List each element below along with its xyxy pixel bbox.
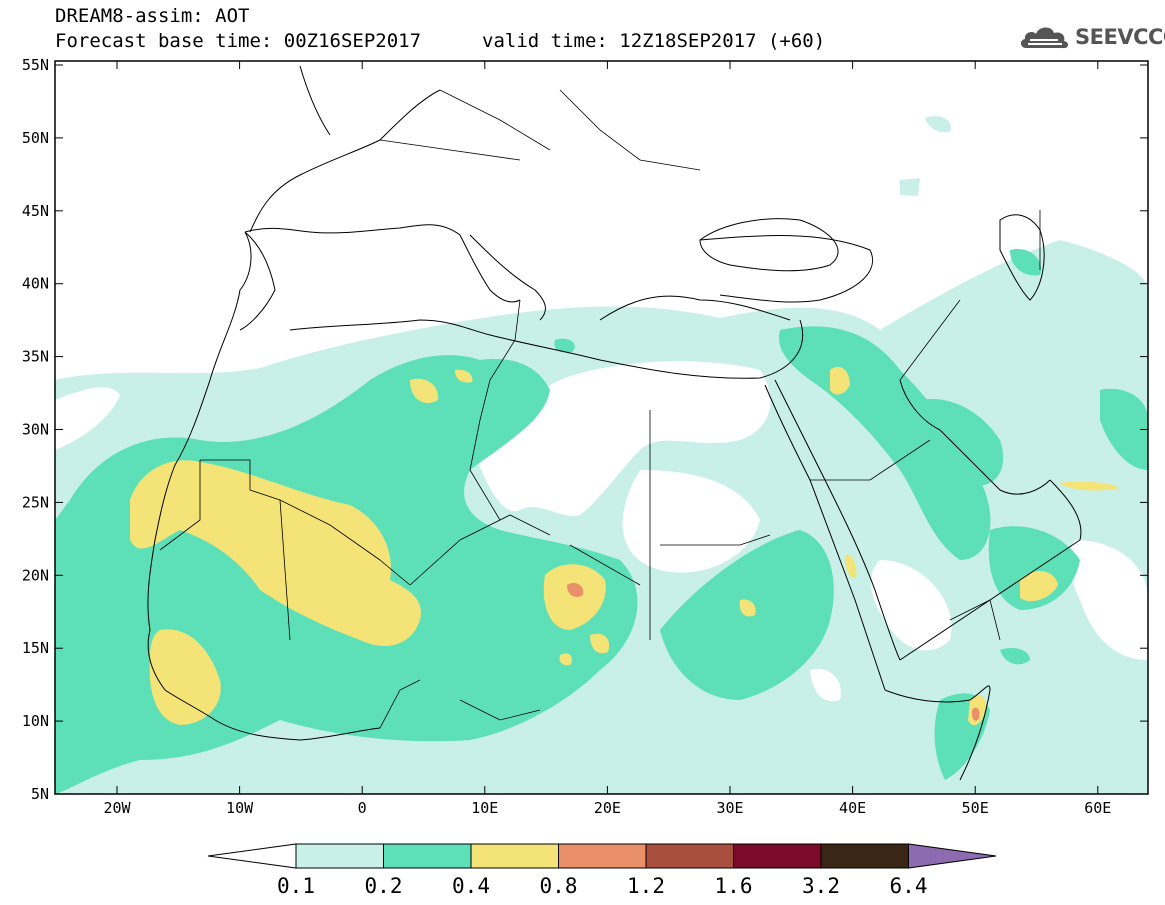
legend-tick-label: 3.2 <box>802 874 840 898</box>
lon-label: 40E <box>839 799 866 817</box>
aot-band-0.1 <box>925 115 951 133</box>
aot-band-0.4 <box>130 460 421 646</box>
aot-band-0.2 <box>988 526 1080 610</box>
aot-band-0.4 <box>455 369 473 383</box>
lon-label: 10E <box>471 799 498 817</box>
aot-band-0.4 <box>559 653 572 666</box>
lon-label: 0 <box>358 799 367 817</box>
legend-tick-label: 0.8 <box>540 874 578 898</box>
lat-label: 5N <box>31 785 49 803</box>
legend-tick-label: 0.2 <box>365 874 403 898</box>
lat-label: 55N <box>22 56 49 74</box>
aot-band-0.4 <box>543 564 606 630</box>
legend-swatch <box>558 843 647 869</box>
legend-swatch <box>470 843 559 869</box>
aot-band-0.8 <box>567 583 584 597</box>
legend-tick-label: 1.2 <box>627 874 665 898</box>
lat-label: 20N <box>22 566 49 584</box>
logo-text: SEEVCCC <box>1075 25 1165 49</box>
legend-swatch <box>733 843 822 869</box>
legend-tick-label: 1.6 <box>715 874 753 898</box>
longitude-axis: 20W 10W 0 10E 20E 30E 40E 50E 60E <box>103 61 1111 817</box>
seevccc-logo: SEEVCCC <box>1018 22 1165 52</box>
aot-band-0.2 <box>554 338 575 353</box>
legend-tick-label: 0.4 <box>452 874 490 898</box>
aot-band-0.4 <box>149 629 221 725</box>
aot-band-0.2 <box>920 399 1004 486</box>
latitude-axis: 55N 50N 45N 40N 35N 30N 25N 20N 15N 10N 5N <box>22 56 1148 803</box>
legend-swatch <box>295 843 384 869</box>
lon-label: 60E <box>1084 799 1111 817</box>
legend-swatch <box>820 843 909 869</box>
legend-swatch <box>383 843 472 869</box>
coastlines <box>147 65 1082 781</box>
legend-tick-label: 6.4 <box>890 874 928 898</box>
aot-band-0.4 <box>739 599 756 617</box>
cloud-icon <box>1020 27 1069 49</box>
lat-label: 45N <box>22 202 49 220</box>
aot-band-0.1 <box>900 178 920 196</box>
lat-label: 40N <box>22 275 49 293</box>
map-title: DREAM8-assim: AOT <box>55 5 250 27</box>
lat-label: 15N <box>22 639 49 657</box>
borders <box>159 89 1041 729</box>
aot-band-0.4 <box>845 554 857 579</box>
lat-label: 50N <box>22 129 49 147</box>
legend-swatch <box>645 843 734 869</box>
lat-label: 10N <box>22 712 49 730</box>
legend-tick-label: 0.1 <box>277 874 315 898</box>
aot-band-0.4 <box>1020 570 1058 602</box>
aot-band-0.4 <box>1058 481 1120 491</box>
forecast-base-time: Forecast base time: 00Z16SEP2017 <box>55 30 422 52</box>
lat-label: 30N <box>22 421 49 439</box>
aot-band-0.4 <box>590 633 610 654</box>
color-legend: 0.1 0.2 0.4 0.8 1.2 1.6 3.2 6.4 <box>207 843 997 898</box>
legend-underflow-triangle <box>207 843 297 869</box>
valid-time: valid time: 12Z18SEP2017 (+60) <box>482 30 826 52</box>
aot-band-0.8 <box>971 707 980 721</box>
aot-band-0.2 <box>1100 388 1148 470</box>
map-frame <box>54 60 1149 795</box>
lon-label: 20W <box>103 799 131 817</box>
lat-label: 25N <box>22 493 49 511</box>
aot-band-0.4 <box>410 378 439 404</box>
lat-label: 35N <box>22 348 49 366</box>
aot-band-0.2 <box>1010 249 1041 276</box>
legend-overflow-triangle <box>908 843 997 869</box>
aot-shading <box>55 115 1148 794</box>
aot-band-0.2 <box>1000 648 1030 665</box>
lon-label: 30E <box>716 799 743 817</box>
lon-label: 10W <box>226 799 254 817</box>
lon-label: 20E <box>594 799 621 817</box>
lon-label: 50E <box>962 799 989 817</box>
aot-band-0.4 <box>830 366 850 395</box>
